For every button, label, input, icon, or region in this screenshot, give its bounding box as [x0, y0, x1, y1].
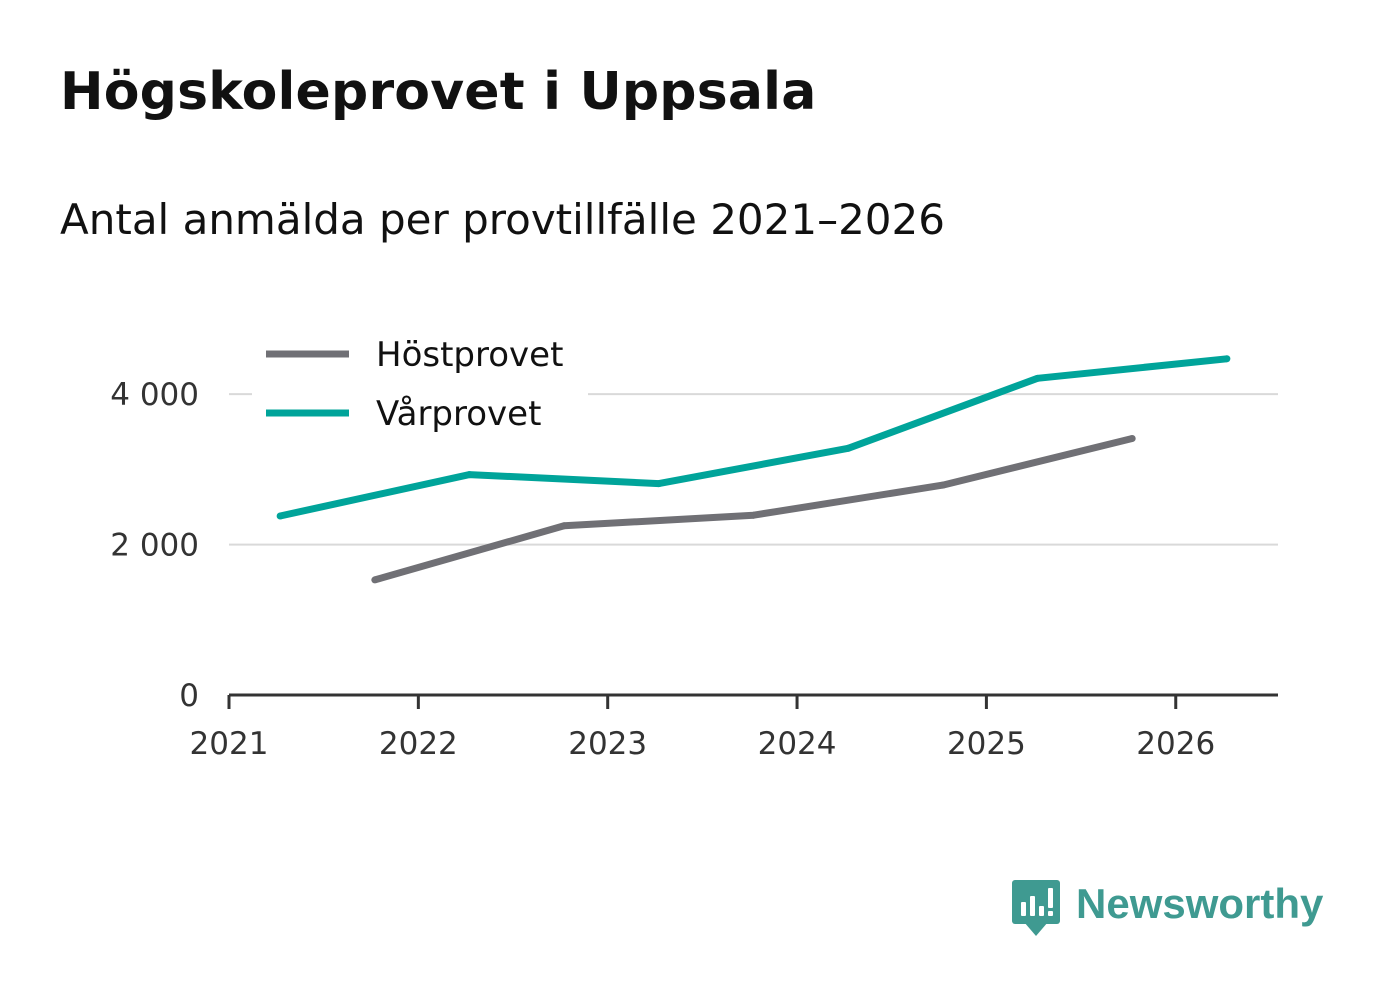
- data-point: [1128, 435, 1136, 443]
- y-tick-label: 2 000: [110, 528, 199, 564]
- data-point: [371, 576, 379, 584]
- brand-name: Newsworthy: [1076, 880, 1324, 927]
- x-tick-label: 2025: [947, 726, 1026, 762]
- newsworthy-logo-icon: [1012, 880, 1060, 936]
- legend: Höstprovet Vårprovet: [252, 322, 588, 442]
- data-point: [844, 444, 852, 452]
- data-point: [1223, 355, 1231, 363]
- data-point: [1034, 374, 1042, 382]
- x-tick-label: 2024: [758, 726, 837, 762]
- y-tick-label: 0: [179, 678, 199, 714]
- series-lines: [276, 355, 1231, 584]
- y-axis: 0 2 000 4 000: [110, 377, 199, 714]
- legend-background: [252, 322, 588, 442]
- legend-label: Vårprovet: [376, 394, 541, 434]
- x-tick-label: 2022: [379, 726, 458, 762]
- brand-logo: Newsworthy: [1010, 876, 1323, 940]
- data-point: [655, 480, 663, 488]
- chart-subtitle: Antal anmälda per provtillfälle 2021–202…: [60, 195, 945, 244]
- x-tick-label: 2023: [568, 726, 647, 762]
- legend-label: Höstprovet: [376, 335, 563, 375]
- series-line-varprovet: [279, 355, 1228, 520]
- x-tick-label: 2026: [1136, 726, 1215, 762]
- data-point: [560, 522, 568, 530]
- chart-title: Högskoleprovet i Uppsala: [60, 62, 817, 122]
- y-tick-label: 4 000: [110, 377, 199, 413]
- x-tick-label: 2021: [190, 726, 269, 762]
- data-point: [465, 471, 473, 479]
- data-point: [939, 481, 947, 489]
- series-line-hostprovet: [373, 435, 1134, 584]
- data-point: [750, 511, 757, 519]
- x-axis: 2021 2022 2023 2024 2025 2026: [190, 693, 1278, 762]
- data-point: [276, 512, 284, 520]
